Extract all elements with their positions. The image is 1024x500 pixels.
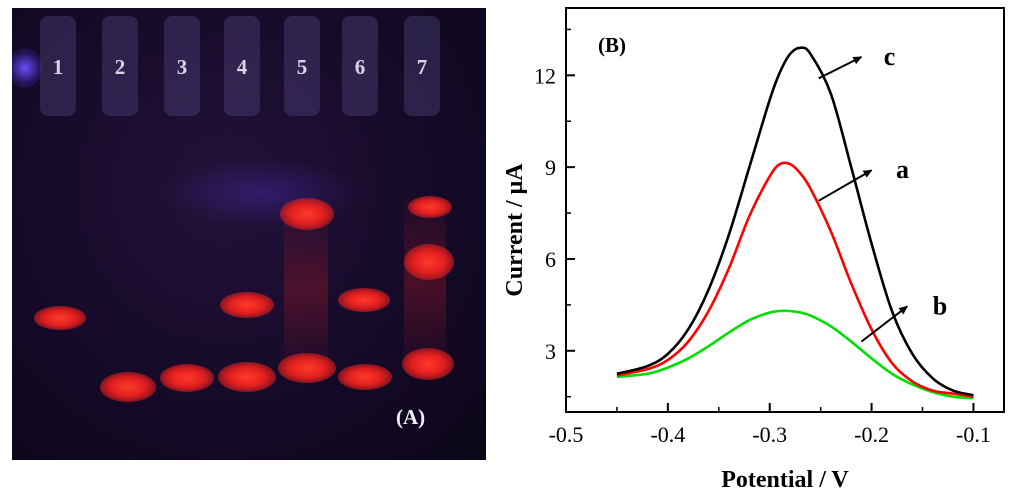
- gel-well: [40, 16, 76, 116]
- x-tick-label: -0.3: [752, 422, 787, 447]
- y-tick-label: 6: [545, 247, 556, 272]
- x-axis-label: Potential / V: [721, 467, 849, 493]
- series-line-a: [616, 161, 974, 398]
- y-tick-label: 9: [545, 155, 556, 180]
- x-tick-label: -0.5: [549, 422, 584, 447]
- plot-frame: [565, 7, 1005, 413]
- gel-band: [402, 348, 454, 380]
- annotation-label-c: c: [884, 42, 896, 71]
- gel-band: [100, 372, 156, 402]
- lane-label: 5: [296, 55, 308, 79]
- x-tick-label: -0.1: [956, 422, 991, 447]
- gel-electrophoresis-image: 1 2 3 4 5 6 7: [12, 8, 486, 460]
- gel-band: [218, 362, 276, 392]
- annotation-label-b: b: [933, 291, 947, 320]
- annotation-label-a: a: [896, 155, 909, 184]
- lane-smear: [404, 198, 446, 368]
- gel-band: [280, 198, 334, 230]
- chart-panel-label: (B): [598, 33, 626, 57]
- gel-band: [338, 364, 392, 390]
- lane-label: 6: [354, 55, 366, 79]
- annotation-arrow-c: [818, 56, 863, 80]
- series-line-b: [616, 309, 974, 400]
- lane-label: 4: [236, 55, 248, 79]
- lane-smear: [284, 208, 328, 368]
- gel-well: [342, 16, 378, 116]
- y-tick-label: 3: [545, 339, 556, 364]
- x-tick-label: -0.4: [650, 422, 685, 447]
- x-tick-label: -0.2: [854, 422, 889, 447]
- gel-well: [284, 16, 320, 116]
- gel-well: [224, 16, 260, 116]
- gel-panel-label: (A): [396, 405, 426, 429]
- chart-series: [616, 46, 974, 400]
- chart-annotations: c a b: [818, 42, 947, 343]
- voltammetry-chart: -0.5 -0.4 -0.3 -0.2 -0.1 3 6 9 12 c a b (B) Potent…: [502, 7, 1005, 493]
- gel-well: [404, 16, 440, 116]
- series-line-c: [616, 46, 974, 397]
- annotation-arrow-b: [860, 305, 909, 343]
- annotation-arrow-a: [818, 169, 873, 202]
- gel-well: [164, 16, 200, 116]
- fluorescent-glow-spot: [12, 48, 42, 88]
- y-axis-label: Current / μA: [502, 163, 528, 297]
- gel-band: [34, 306, 86, 330]
- lane-label: 2: [114, 55, 126, 79]
- gel-band: [338, 288, 390, 312]
- gel-band: [220, 292, 274, 318]
- gel-band: [404, 244, 454, 280]
- lane-label: 3: [176, 55, 188, 79]
- y-tick-label: 12: [534, 63, 556, 88]
- chart-axes: -0.5 -0.4 -0.3 -0.2 -0.1 3 6 9 12: [534, 7, 1005, 447]
- lane-label: 1: [52, 55, 64, 79]
- lane-label: 7: [416, 55, 428, 79]
- gel-band: [408, 196, 452, 218]
- gel-band: [160, 364, 214, 392]
- gel-well: [102, 16, 138, 116]
- gel-band: [278, 353, 336, 383]
